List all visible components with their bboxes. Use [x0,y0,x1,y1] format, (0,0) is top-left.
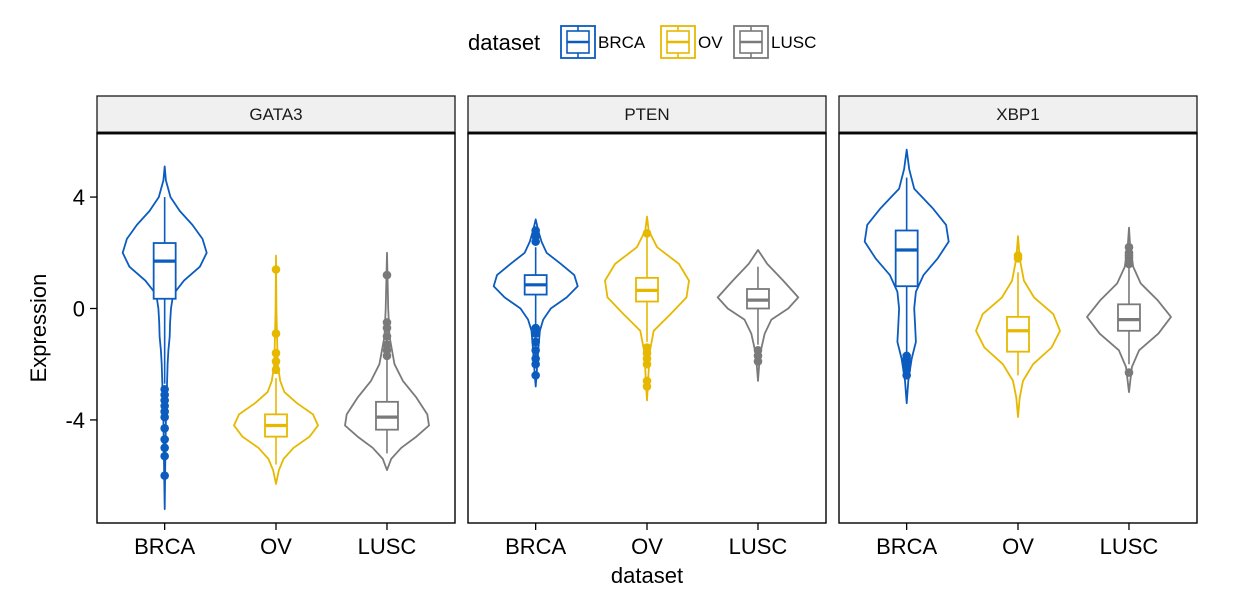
outlier-point [753,357,763,366]
x-tick-label: BRCA [134,534,195,559]
outlier-point [1013,251,1023,260]
y-tick-label: -4 [65,408,85,433]
outlier-point [531,371,540,380]
panel-xbp1: XBP1 BRCA OV LUSC [838,95,1198,559]
violin-group-ov [975,235,1061,418]
legend-label-ov: OV [698,33,723,52]
legend-label-brca: BRCA [598,33,646,52]
legend-key-ov [660,25,696,59]
outlier-point [160,412,169,422]
violin-shape [975,235,1061,418]
outlier-point [1124,242,1134,252]
legend-key-lusc [733,25,769,59]
box-iqr [152,242,177,300]
outlier-point [160,435,169,444]
panel-pten: PTEN BRCA OV LUSC [467,95,827,559]
facet-strip [467,95,827,134]
facet-title: PTEN [624,105,669,124]
violin-shape [233,254,319,485]
outlier-point [642,228,652,238]
outlier-point [160,443,169,453]
outlier-point [902,371,911,380]
x-tick-label: OV [260,534,292,559]
outlier-point [1124,368,1134,377]
outlier-point [160,423,169,433]
outlier-point [271,357,281,366]
legend-title: dataset [468,30,540,55]
x-axis-title: dataset [611,563,683,588]
box-iqr [1117,303,1141,332]
violin-group-brca [863,148,950,405]
outlier-point [531,329,540,338]
y-tick-label: 4 [73,185,85,210]
outlier-point [271,329,281,338]
violin-shape [1086,226,1172,393]
violin-shape [121,165,208,510]
outlier-point [160,451,169,461]
outlier-point [531,226,540,235]
x-tick-label: LUSC [729,534,788,559]
violin-group-lusc [1086,226,1172,393]
y-tick-label: 0 [73,297,85,322]
x-tick-label: LUSC [358,534,417,559]
outlier-point [531,345,540,355]
outlier-point [271,265,281,274]
outlier-point [382,270,392,280]
outlier-point [271,348,281,358]
violin-shape [344,251,430,471]
outlier-point [271,365,281,375]
outlier-point [642,382,652,391]
violin-shape [716,249,800,382]
panel-gata3: GATA3 BRCA OV LUSC [96,95,456,559]
violin-shape [492,218,579,388]
outlier-point [642,359,652,369]
x-tick-label: LUSC [1100,534,1159,559]
outlier-point [531,359,540,369]
facet-strip [96,95,456,134]
violin-group-ov [604,215,690,402]
legend-key-brca [560,25,596,59]
facet-title: XBP1 [996,105,1039,124]
box-iqr [894,229,919,288]
legend-label-lusc: LUSC [771,33,816,52]
facet-strip [838,95,1198,134]
outlier-point [382,323,392,333]
outlier-point [160,471,169,480]
violin-group-lusc [344,251,430,471]
outlier-point [382,351,392,361]
legend: dataset BRCA OV LUSC [468,25,816,59]
x-tick-label: BRCA [505,534,566,559]
violin-shape [604,215,690,402]
x-tick-label: BRCA [876,534,937,559]
x-tick-label: OV [631,534,663,559]
violin-group-ov [233,254,319,485]
facet-title: GATA3 [249,105,302,124]
violin-shape [863,148,950,405]
y-axis-title: Expression [26,274,51,383]
violin-group-brca [121,165,208,510]
outlier-point [382,332,392,341]
violin-group-lusc [716,249,800,382]
violin-group-brca [492,218,579,388]
x-tick-label: OV [1002,534,1034,559]
outlier-point [531,337,540,347]
box-iqr [1006,315,1030,353]
